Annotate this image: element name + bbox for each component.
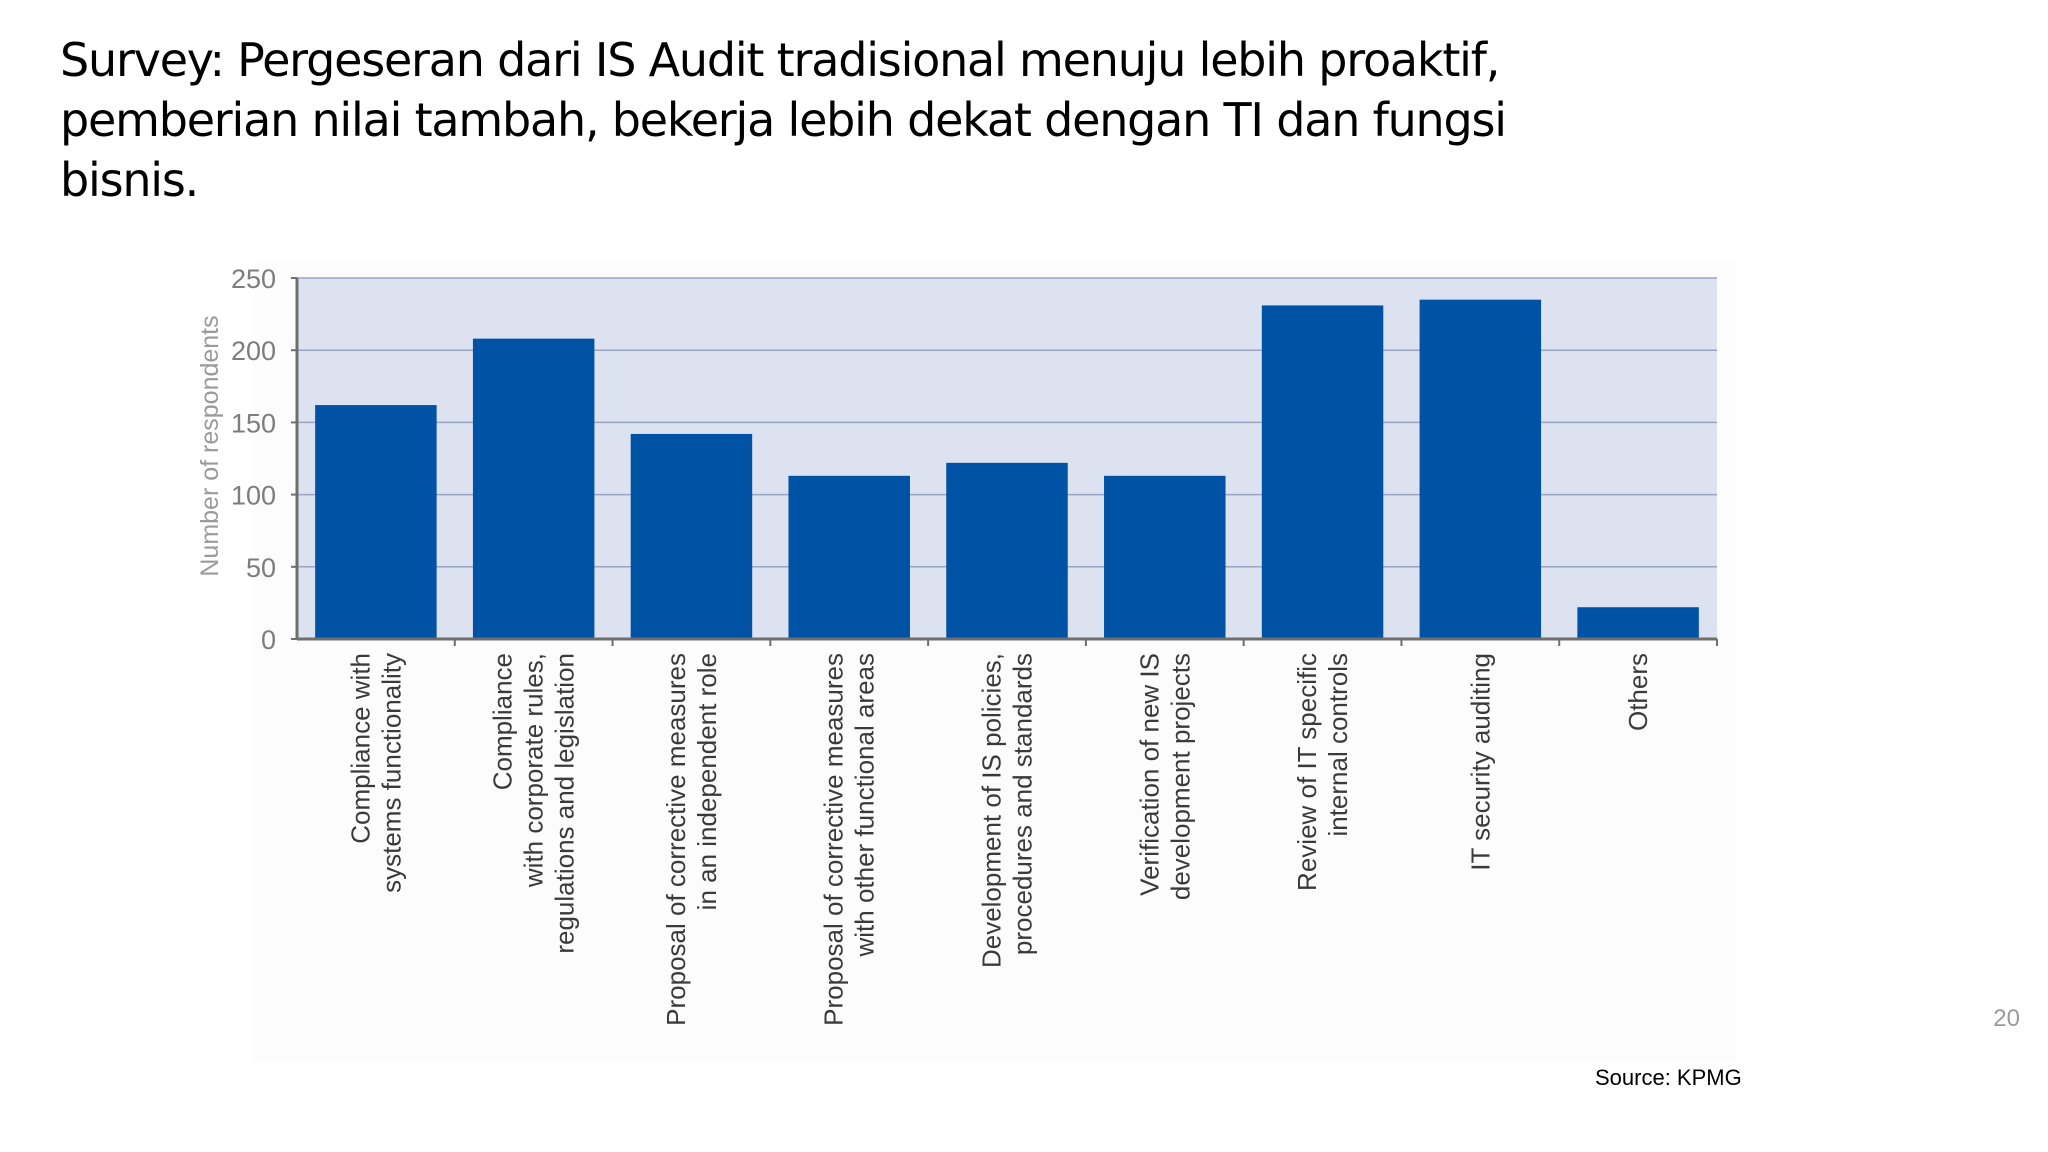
- y-axis-title: Number of respondents: [196, 315, 224, 576]
- bar: [1419, 299, 1542, 639]
- category-label: in an independent role: [692, 653, 722, 910]
- y-tick-label: 250: [231, 264, 276, 294]
- category-label: procedures and standards: [1008, 653, 1038, 955]
- category-labels: Compliance with systems functionality Comp…: [345, 653, 1653, 1026]
- category-label: Compliance with: [345, 653, 375, 844]
- category-label: systems functionality: [376, 653, 406, 893]
- bar: [1104, 475, 1226, 639]
- bar: [1261, 305, 1384, 639]
- category-label: Proposal of corrective measures: [819, 653, 849, 1026]
- category-label: regulations and legislation: [550, 653, 580, 954]
- category-label: Review of IT specific: [1292, 653, 1322, 891]
- y-tick-label: 100: [231, 481, 276, 511]
- bar: [630, 433, 753, 639]
- category-label: Verification of new IS: [1134, 653, 1164, 896]
- slide-title: Survey: Pergeseran dari IS Audit tradisi…: [60, 33, 1507, 207]
- category-label: Proposal of corrective measures: [661, 653, 691, 1026]
- category-label: IT security auditing: [1465, 653, 1495, 871]
- bar: [788, 475, 910, 639]
- bar: [946, 462, 1068, 639]
- x-axis: [297, 637, 1718, 646]
- category-label: Compliance: [488, 653, 518, 790]
- bars: [315, 299, 1699, 639]
- category-label: Others: [1623, 653, 1653, 731]
- category-label: with other functional areas: [850, 653, 880, 958]
- category-label: with corporate rules,: [519, 653, 549, 888]
- y-tick-label: 50: [246, 553, 276, 583]
- y-tick-labels: 0 50 100 150 200 250: [231, 264, 276, 655]
- source-note: Source: KPMG: [1595, 1065, 1742, 1090]
- y-tick-label: 200: [231, 336, 276, 366]
- y-tick-label: 0: [261, 625, 276, 655]
- category-label: internal controls: [1323, 653, 1353, 837]
- bar: [472, 338, 595, 639]
- y-tick-label: 150: [231, 408, 276, 438]
- y-axis: [291, 277, 299, 640]
- category-label: development projects: [1165, 653, 1195, 900]
- category-label: Development of IS policies,: [977, 653, 1007, 968]
- bar: [1577, 607, 1699, 639]
- page-number: 20: [1993, 1005, 2020, 1032]
- bar: [315, 405, 437, 639]
